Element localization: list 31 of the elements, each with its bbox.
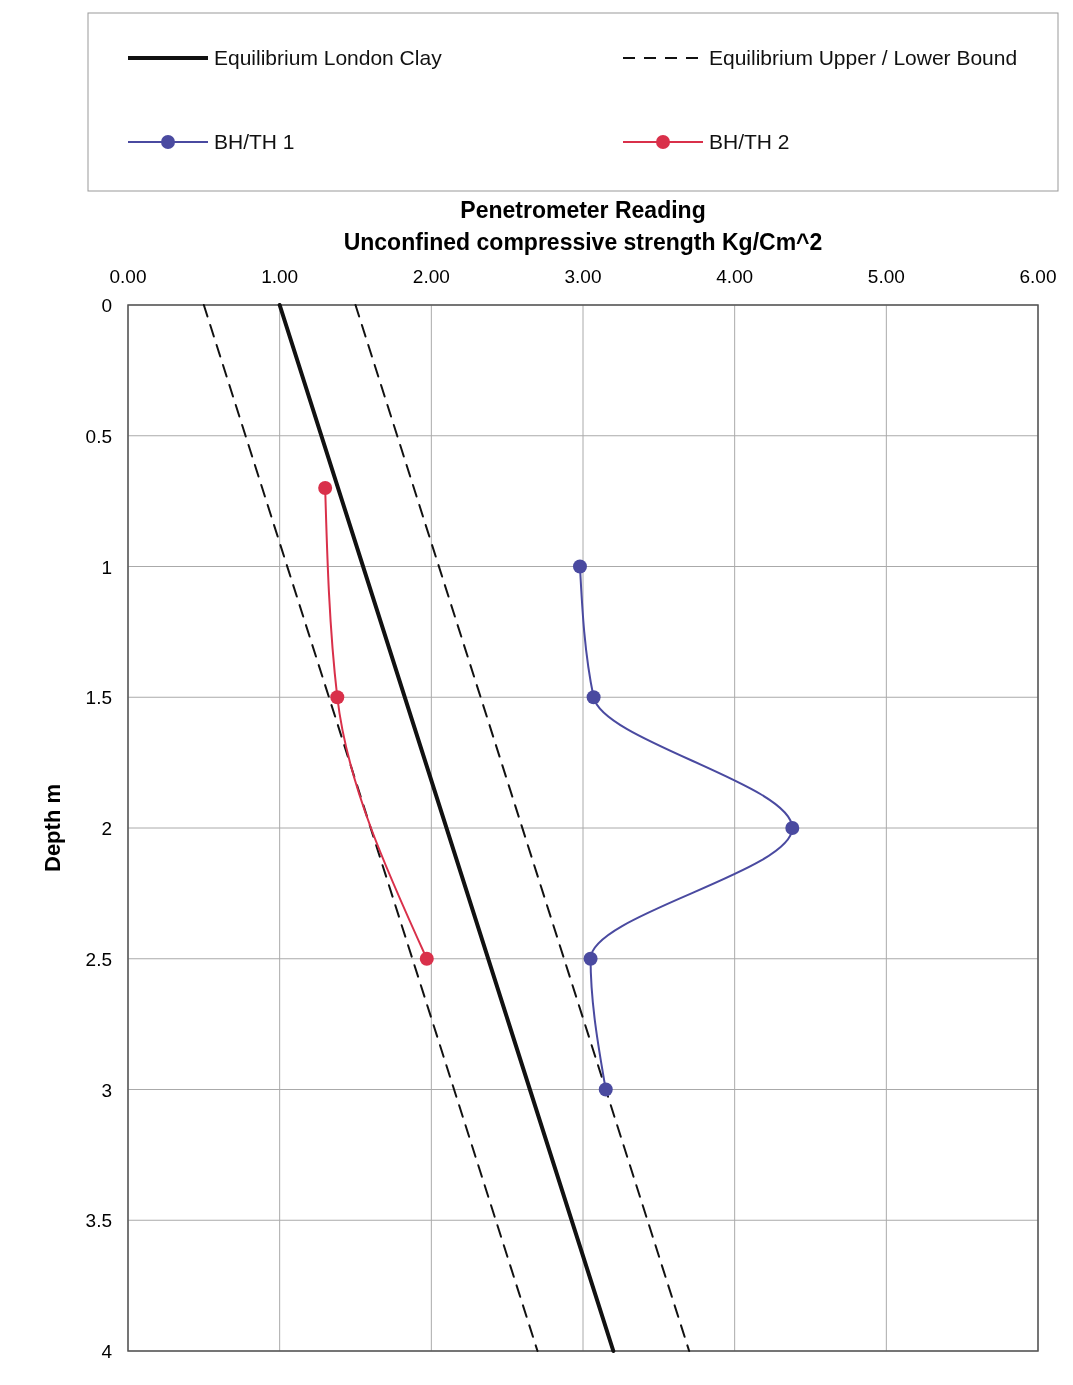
- y-tick-label: 4: [101, 1341, 113, 1362]
- point: [572, 559, 587, 574]
- x-tick-label: 2.00: [412, 266, 450, 287]
- legend-label: Equilibrium London Clay: [214, 46, 443, 69]
- y-tick-label: 1: [101, 556, 112, 578]
- y-tick-label: 2.5: [85, 948, 112, 970]
- point: [330, 690, 345, 705]
- x-tick-label: 4.00: [716, 266, 754, 287]
- y-axis-title: Depth m: [40, 784, 65, 872]
- x-tick-label: 0.00: [109, 266, 147, 287]
- point: [598, 1082, 613, 1097]
- y-tick-label: 3: [101, 1079, 112, 1101]
- y-tick-label: 0: [101, 295, 112, 316]
- x-tick-label: 5.00: [867, 266, 905, 287]
- legend-label: Equilibrium Upper / Lower Bound: [709, 46, 1018, 69]
- x-tick-label: 1.00: [261, 266, 299, 287]
- y-tick-label: 2: [101, 818, 112, 839]
- y-tick-label: 0.5: [85, 425, 112, 447]
- chart-title: Penetrometer Reading: [460, 197, 706, 223]
- point: [318, 481, 333, 496]
- x-axis-title: Unconfined compressive strength Kg/Cm^2: [343, 229, 823, 255]
- x-tick-label: 6.00: [1019, 266, 1057, 287]
- y-tick-label: 1.5: [85, 687, 112, 709]
- legend-label: BH/TH 2: [709, 130, 790, 153]
- legend-label: BH/TH 1: [214, 130, 295, 153]
- x-tick-label: 3.00: [564, 266, 602, 287]
- point: [785, 821, 800, 835]
- point: [583, 951, 598, 966]
- point: [586, 690, 601, 705]
- point: [419, 951, 434, 966]
- y-tick-label: 3.5: [85, 1210, 112, 1232]
